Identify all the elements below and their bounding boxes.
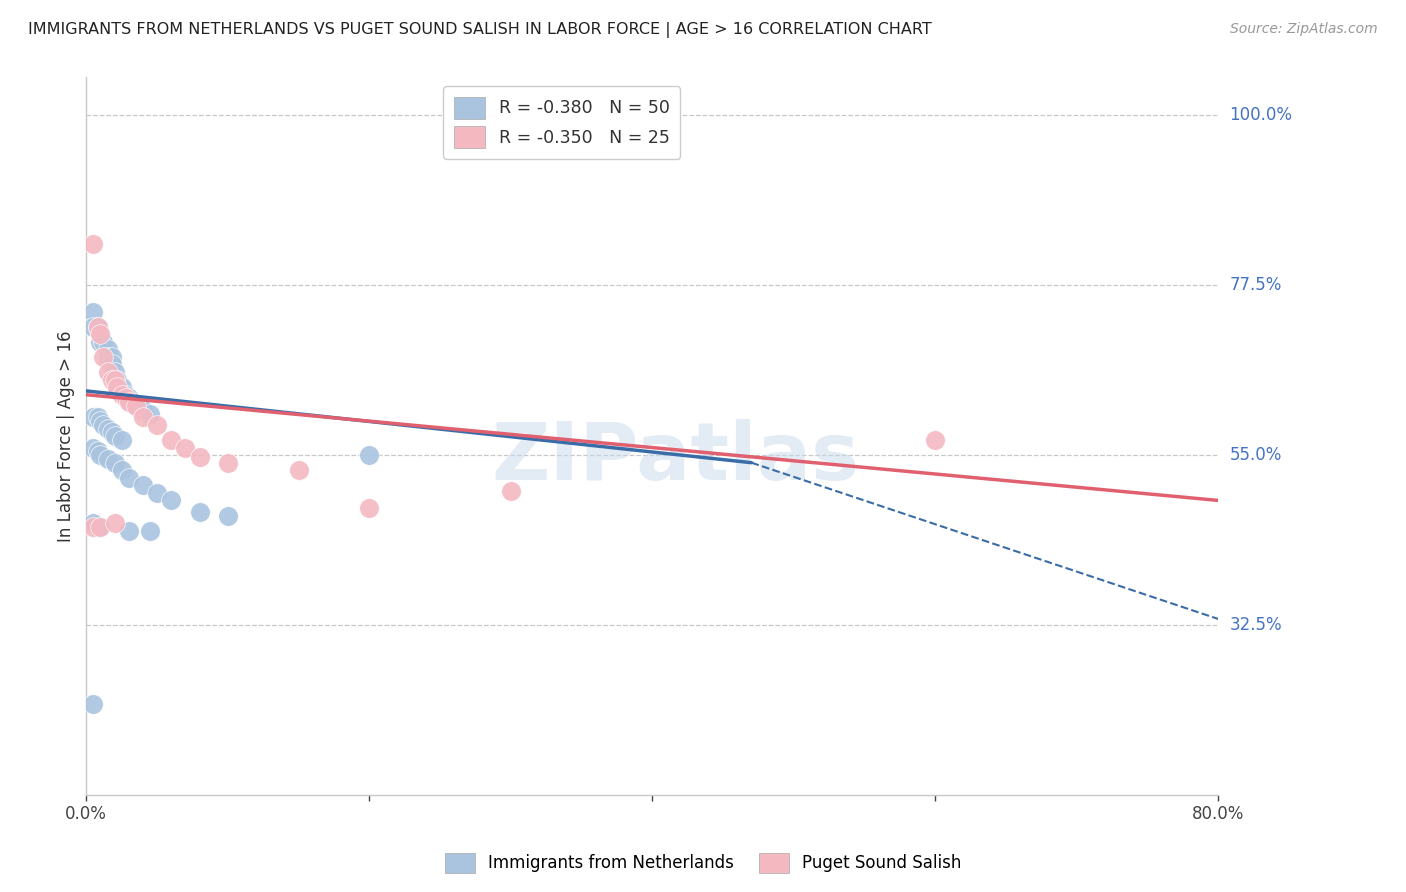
Point	[82, 698, 104, 712]
Point	[111, 387, 134, 401]
Point	[125, 399, 148, 413]
Point	[132, 402, 155, 417]
Point	[91, 334, 114, 349]
Point	[121, 395, 143, 409]
Point	[125, 399, 148, 413]
Text: 77.5%: 77.5%	[1230, 277, 1282, 294]
Point	[139, 407, 162, 421]
Point	[82, 516, 104, 530]
Point	[132, 410, 155, 425]
Y-axis label: In Labor Force | Age > 16: In Labor Force | Age > 16	[58, 331, 75, 542]
Point	[82, 410, 104, 425]
Point	[96, 343, 118, 357]
Point	[89, 414, 111, 428]
Point	[86, 410, 108, 425]
Point	[132, 478, 155, 492]
Point	[86, 319, 108, 334]
Point	[115, 392, 138, 406]
Point	[217, 456, 239, 470]
Point	[188, 450, 211, 464]
Text: 32.5%: 32.5%	[1230, 616, 1282, 634]
Point	[104, 456, 127, 470]
Point	[111, 463, 134, 477]
Point	[118, 524, 141, 538]
Point	[359, 448, 381, 462]
Point	[188, 505, 211, 519]
Point	[91, 417, 114, 432]
Point	[100, 425, 122, 440]
Point	[111, 433, 134, 447]
Point	[89, 327, 111, 342]
Text: 100.0%: 100.0%	[1230, 106, 1292, 124]
Point	[89, 448, 111, 462]
Point	[89, 520, 111, 534]
Point	[118, 471, 141, 485]
Point	[86, 444, 108, 458]
Point	[118, 395, 141, 409]
Legend: Immigrants from Netherlands, Puget Sound Salish: Immigrants from Netherlands, Puget Sound…	[437, 847, 969, 880]
Point	[118, 395, 141, 409]
Point	[139, 524, 162, 538]
Point	[89, 334, 111, 349]
Point	[82, 304, 104, 318]
Text: 55.0%: 55.0%	[1230, 446, 1282, 464]
Point	[146, 486, 169, 500]
Point	[146, 417, 169, 432]
Point	[499, 484, 522, 499]
Point	[82, 441, 104, 455]
Point	[104, 516, 127, 530]
Point	[107, 380, 129, 394]
Point	[82, 236, 104, 251]
Point	[100, 373, 122, 387]
Point	[174, 441, 197, 455]
Point	[104, 373, 127, 387]
Point	[129, 402, 152, 417]
Point	[217, 508, 239, 523]
Point	[104, 365, 127, 379]
Point	[100, 350, 122, 364]
Point	[111, 387, 134, 401]
Point	[287, 463, 309, 477]
Point	[89, 520, 111, 534]
Text: ZIPatlas: ZIPatlas	[491, 418, 859, 497]
Text: Source: ZipAtlas.com: Source: ZipAtlas.com	[1230, 22, 1378, 37]
Point	[359, 501, 381, 516]
Point	[111, 380, 134, 394]
Point	[160, 493, 183, 508]
Point	[924, 433, 946, 447]
Point	[96, 422, 118, 436]
Point	[107, 373, 129, 387]
Point	[104, 373, 127, 387]
Point	[86, 319, 108, 334]
Point	[104, 429, 127, 443]
Point	[100, 358, 122, 372]
Point	[96, 365, 118, 379]
Point	[107, 380, 129, 394]
Legend: R = -0.380   N = 50, R = -0.350   N = 25: R = -0.380 N = 50, R = -0.350 N = 25	[443, 87, 681, 159]
Point	[89, 327, 111, 342]
Text: IMMIGRANTS FROM NETHERLANDS VS PUGET SOUND SALISH IN LABOR FORCE | AGE > 16 CORR: IMMIGRANTS FROM NETHERLANDS VS PUGET SOU…	[28, 22, 932, 38]
Point	[160, 433, 183, 447]
Point	[96, 350, 118, 364]
Point	[96, 451, 118, 466]
Point	[82, 520, 104, 534]
Point	[115, 387, 138, 401]
Point	[82, 319, 104, 334]
Point	[118, 392, 141, 406]
Point	[91, 350, 114, 364]
